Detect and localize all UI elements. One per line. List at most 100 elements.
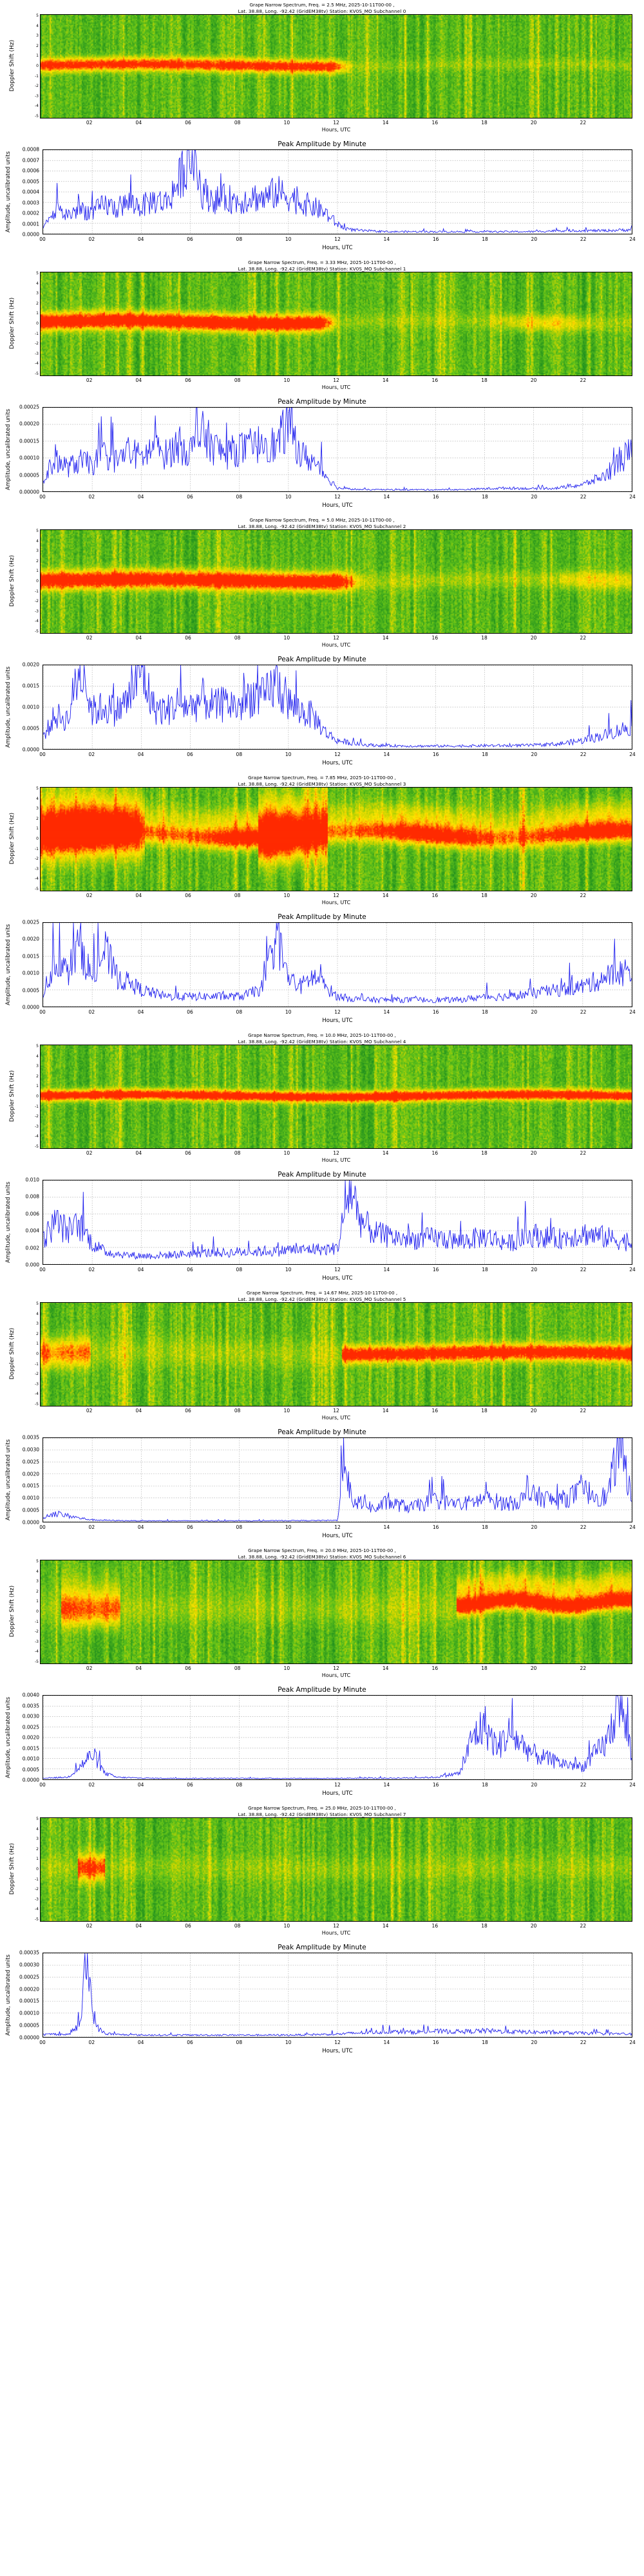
amplitude-y-tick: 0.0005 [22, 987, 39, 994]
spectrogram-y-tick: 1 [36, 826, 39, 831]
spectrogram-x-tick: 02 [86, 120, 93, 126]
spectrogram-y-tick: 2 [36, 816, 39, 821]
amplitude-x-tick: 24 [629, 1782, 636, 1788]
spectrogram-y-axis-label: Doppler Shift (Hz) [8, 1815, 17, 1923]
spectrogram-x-tick: 20 [530, 120, 537, 126]
spectrogram-title-line2: Lat. 38.88, Long. -92.42 (GridEM38tv) St… [238, 8, 406, 14]
amplitude-x-tick: 08 [236, 494, 243, 500]
spectrogram-panel-subchannel-6: Grape Narrow Spectrum, Freq. = 20.0 MHz,… [0, 1546, 644, 1682]
amplitude-x-axis-label: Hours, UTC [322, 1533, 353, 1539]
amplitude-y-tick: 0.0004 [22, 189, 39, 195]
spectrogram-title: Grape Narrow Spectrum, Freq. = 5.0 MHz, … [0, 517, 644, 529]
amplitude-title: Peak Amplitude by Minute [278, 656, 366, 663]
spectrogram-x-tick: 02 [86, 893, 93, 898]
spectrogram-x-tick: 22 [580, 893, 587, 898]
amplitude-x-tick: 06 [187, 752, 193, 757]
spectrogram-y-tick: -5 [35, 1144, 39, 1149]
amplitude-y-tick: 0.0035 [22, 1703, 39, 1709]
spectrogram-x-tick: 04 [135, 1150, 142, 1156]
spectrogram-y-tick: -3 [35, 1897, 39, 1902]
spectrogram-y-tick: -3 [35, 866, 39, 871]
amplitude-x-tick: 08 [236, 1267, 243, 1273]
amplitude-plot-area [43, 1695, 632, 1780]
spectrogram-x-tick: 08 [234, 1665, 241, 1671]
amplitude-x-ticks: 00 02 04 06 08 10 12 14 16 18 20 22 24 [39, 1009, 636, 1017]
spectrogram-y-axis-label-text: Doppler Shift (Hz) [9, 812, 16, 865]
spectrogram-x-tick: 16 [431, 893, 439, 898]
amplitude-x-tick: 08 [236, 1524, 243, 1530]
spectrogram-panel-subchannel-4: Grape Narrow Spectrum, Freq. = 10.0 MHz,… [0, 1030, 644, 1167]
amplitude-plot-area [43, 149, 632, 234]
amplitude-x-tick: 22 [580, 1009, 587, 1015]
amplitude-x-tick: 18 [482, 236, 488, 242]
amplitude-y-tick: 0.00005 [19, 472, 39, 478]
amplitude-x-tick: 22 [580, 2040, 587, 2045]
spectrogram-title-line2: Lat. 38.88, Long. -92.42 (GridEM38tv) St… [238, 1296, 406, 1302]
spectrogram-y-tick: 0 [36, 1609, 39, 1614]
spectrogram-y-tick: -4 [35, 361, 39, 366]
spectrogram-x-ticks: 02 04 06 08 10 12 14 16 18 20 22 [40, 1150, 632, 1158]
spectrogram-y-tick: -2 [35, 1887, 39, 1892]
amplitude-x-tick: 00 [39, 494, 46, 500]
spectrogram-plot-area [40, 787, 632, 891]
spectrogram-x-tick: 12 [333, 377, 339, 383]
spectrogram-y-axis-label: Doppler Shift (Hz) [8, 12, 17, 120]
amplitude-x-tick: 22 [580, 752, 587, 757]
amplitude-x-axis-label: Hours, UTC [322, 1790, 353, 1797]
amplitude-x-tick: 08 [236, 1782, 243, 1788]
spectrogram-title-line2: Lat. 38.88, Long. -92.42 (GridEM38tv) St… [238, 523, 406, 529]
spectrogram-y-tick: 2 [36, 558, 39, 564]
amplitude-x-ticks: 00 02 04 06 08 10 12 14 16 18 20 22 24 [39, 494, 636, 502]
amplitude-y-axis-label-text: Amplitude, uncalibrated units [5, 924, 12, 1005]
amplitude-x-ticks: 00 02 04 06 08 10 12 14 16 18 20 22 24 [39, 1782, 636, 1790]
spectrogram-y-tick: -4 [35, 1649, 39, 1654]
amplitude-x-tick: 02 [88, 2040, 95, 2045]
spectrogram-x-tick: 22 [580, 1923, 587, 1929]
amplitude-x-tick: 20 [531, 1267, 538, 1273]
spectrogram-title-line1: Grape Narrow Spectrum, Freq. = 3.33 MHz,… [248, 260, 396, 265]
amplitude-x-tick: 20 [531, 752, 538, 757]
amplitude-x-ticks: 00 02 04 06 08 10 12 14 16 18 20 22 24 [39, 2040, 636, 2047]
spectrogram-y-tick: 2 [36, 1846, 39, 1852]
amplitude-x-tick: 06 [187, 1009, 193, 1015]
spectrogram-y-tick: 5 [36, 1817, 39, 1821]
amplitude-x-tick: 02 [88, 1524, 95, 1530]
spectrogram-x-tick: 14 [382, 377, 389, 383]
spectrogram-x-tick: 18 [481, 893, 488, 898]
spectrogram-y-tick: 5 [36, 1044, 39, 1048]
spectrogram-x-tick: 20 [530, 635, 537, 641]
amplitude-x-tick: 02 [88, 1782, 95, 1788]
amplitude-x-tick: 24 [629, 1267, 636, 1273]
spectrogram-y-tick: 5 [36, 529, 39, 533]
amplitude-title: Peak Amplitude by Minute [278, 1428, 366, 1436]
amplitude-y-tick: 0.00030 [19, 1962, 39, 1968]
spectrogram-y-tick: 0 [36, 836, 39, 841]
spectrogram-title: Grape Narrow Spectrum, Freq. = 10.0 MHz,… [0, 1032, 644, 1045]
amplitude-x-tick: 18 [482, 2040, 488, 2045]
spectrogram-y-tick: 4 [36, 23, 39, 28]
spectrogram-x-axis-label: Hours, UTC [321, 127, 351, 133]
amplitude-y-ticks: 0.0000 0.0005 0.0010 0.0015 0.0020 0.0025 [12, 920, 41, 1010]
amplitude-y-tick: 0.0000 [22, 231, 39, 238]
amplitude-x-ticks: 00 02 04 06 08 10 12 14 16 18 20 22 24 [39, 1267, 636, 1274]
spectrogram-y-axis-label-text: Doppler Shift (Hz) [9, 1327, 16, 1380]
spectrogram-x-tick: 02 [86, 635, 93, 641]
amplitude-x-tick: 10 [285, 1524, 292, 1530]
amplitude-x-tick: 10 [285, 236, 292, 242]
spectrogram-y-tick: -2 [35, 84, 39, 89]
amplitude-y-tick: 0.004 [25, 1227, 39, 1234]
spectrogram-y-tick: 3 [36, 1579, 39, 1584]
amplitude-y-tick: 0.00000 [19, 2034, 39, 2041]
amplitude-y-tick: 0.0003 [22, 200, 39, 205]
amplitude-y-ticks: 0.0000 0.0005 0.0010 0.0015 0.0020 [12, 662, 41, 753]
spectrogram-x-tick: 10 [283, 893, 290, 898]
spectrogram-y-ticks: 5 4 3 2 1 0 -1 -2 -3 -4 -5 [17, 787, 39, 891]
amplitude-plot-area [43, 665, 632, 750]
amplitude-plot-area [43, 1953, 632, 2038]
amplitude-x-tick: 14 [383, 752, 390, 757]
amplitude-y-tick: 0.00025 [19, 1974, 39, 1980]
spectrogram-x-tick: 18 [481, 1665, 488, 1671]
amplitude-y-tick: 0.0005 [22, 1507, 39, 1513]
amplitude-x-tick: 22 [580, 1782, 587, 1788]
amplitude-y-tick: 0.0015 [22, 1482, 39, 1489]
